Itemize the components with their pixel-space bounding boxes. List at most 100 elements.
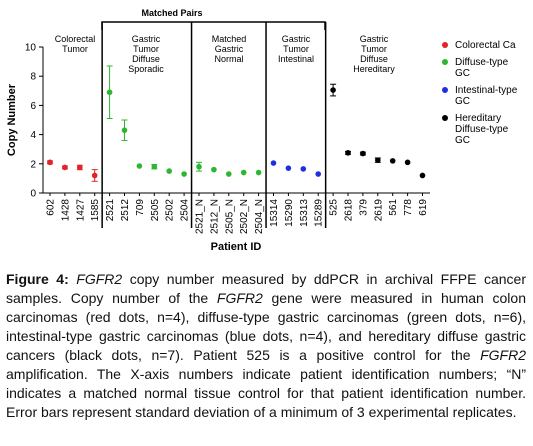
figure-caption: Figure 4: FGFR2 copy number measured by … [6, 270, 526, 422]
legend-marker [442, 42, 448, 48]
data-point [255, 169, 262, 176]
data-point [315, 171, 322, 177]
data-point [77, 164, 83, 171]
x-tick-label: 1427 [75, 199, 86, 222]
data-point [360, 150, 366, 157]
data-point [181, 171, 187, 177]
x-tick-label: 1428 [60, 199, 71, 222]
legend-marker [442, 59, 448, 65]
group-label: Matched [212, 34, 247, 44]
data-point [330, 87, 336, 93]
group-label: Sporadic [128, 64, 164, 74]
legend-label: Diffuse-type GC [455, 57, 509, 79]
y-tick-label: 0 [30, 189, 36, 200]
y-tick-label: 6 [30, 101, 36, 112]
data-point [345, 150, 351, 156]
group-label: Tumor [62, 44, 88, 54]
x-tick-label: 2521 [105, 199, 116, 222]
data-point [106, 89, 113, 96]
legend-item: Diffuse-type GC [440, 57, 523, 79]
legend-item: Hereditary Diffuse-type GC [440, 113, 523, 146]
y-tick-label: 4 [30, 130, 36, 141]
group-label: Gastric [282, 34, 311, 44]
group-label: Tumor [283, 44, 309, 54]
data-point [226, 171, 232, 177]
x-tick-label: 709 [135, 199, 146, 216]
legend-item: Colorectal Ca [440, 40, 523, 51]
x-tick-label: 2504_N [254, 199, 265, 234]
x-tick-label: 602 [46, 199, 57, 216]
y-axis-label: Copy Number [6, 83, 18, 156]
data-point [375, 157, 381, 163]
group-label: Tumor [133, 44, 159, 54]
x-tick-label: 619 [418, 199, 429, 216]
x-tick-label: 15314 [269, 199, 280, 227]
group-label: Gastric [360, 34, 389, 44]
data-point [121, 127, 128, 134]
x-tick-label: 561 [388, 199, 399, 216]
caption-text: gene were measured in human colon carcin… [6, 290, 526, 363]
bracket-label: Matched Pairs [141, 8, 202, 18]
group-label: Normal [214, 54, 243, 64]
legend-label: Hereditary Diffuse-type GC [455, 113, 509, 146]
x-tick-label: 525 [329, 199, 340, 216]
data-point [300, 166, 307, 172]
data-point [47, 159, 53, 166]
x-tick-label: 2618 [344, 199, 355, 222]
group-label: Gastric [132, 34, 161, 44]
caption-label: Figure 4: [6, 271, 69, 287]
group-label: Tumor [361, 44, 387, 54]
bracket [101, 21, 326, 30]
x-tick-label: 2505_N [224, 199, 235, 234]
caption-text: copy number measured by ddPCR in archiva… [6, 271, 526, 306]
x-tick-label: 379 [358, 199, 369, 216]
group-label: Intestinal [278, 54, 314, 64]
x-tick-label: 2502_N [239, 199, 250, 234]
legend-label: Intestinal-type GC [455, 85, 518, 107]
group-label: Diffuse [360, 54, 388, 64]
group-label: Colorectal [55, 34, 96, 44]
data-point [91, 172, 98, 179]
group-label: Gastric [215, 44, 244, 54]
data-point [389, 158, 396, 164]
legend-marker [442, 115, 448, 121]
x-tick-label: 2512_N [209, 199, 220, 234]
caption-text: amplification. The X-axis numbers indica… [6, 366, 526, 420]
group-label: Hereditary [353, 64, 395, 74]
data-point [240, 169, 247, 176]
data-point [166, 168, 172, 174]
x-tick-label: 2512 [120, 199, 131, 222]
x-tick-label: 2504 [180, 199, 191, 222]
x-tick-label: 2505 [150, 199, 161, 222]
x-tick-label: 1585 [90, 199, 101, 222]
x-tick-label: 15290 [284, 199, 295, 227]
y-tick-label: 8 [30, 72, 36, 83]
caption-text: FGFR2 [76, 271, 123, 287]
legend: Colorectal Ca Diffuse-type GC Intestinal-t… [440, 40, 530, 152]
legend-item: Intestinal-type GC [440, 85, 523, 107]
group-label: Diffuse [132, 54, 160, 64]
x-tick-label: 2502 [165, 199, 176, 222]
x-tick-label: 2521_N [195, 199, 206, 234]
caption-text: FGFR2 [480, 347, 526, 363]
data-point [270, 160, 277, 166]
y-tick-label: 2 [30, 159, 36, 170]
data-point [196, 163, 202, 170]
data-point [62, 164, 68, 171]
data-point [404, 159, 411, 166]
data-point [211, 166, 217, 173]
x-tick-label: 2619 [373, 199, 384, 222]
caption-text: FGFR2 [216, 290, 263, 306]
legend-label: Colorectal Ca [455, 40, 516, 51]
x-tick-label: 778 [403, 199, 414, 216]
x-axis-label: Patient ID [211, 241, 262, 253]
data-point [151, 163, 158, 170]
y-tick-label: 10 [25, 43, 37, 54]
data-point [136, 163, 143, 169]
data-point [285, 165, 292, 171]
x-tick-label: 15313 [299, 199, 310, 227]
x-tick-label: 15289 [314, 199, 325, 227]
data-point [419, 172, 426, 179]
legend-marker [442, 87, 448, 93]
